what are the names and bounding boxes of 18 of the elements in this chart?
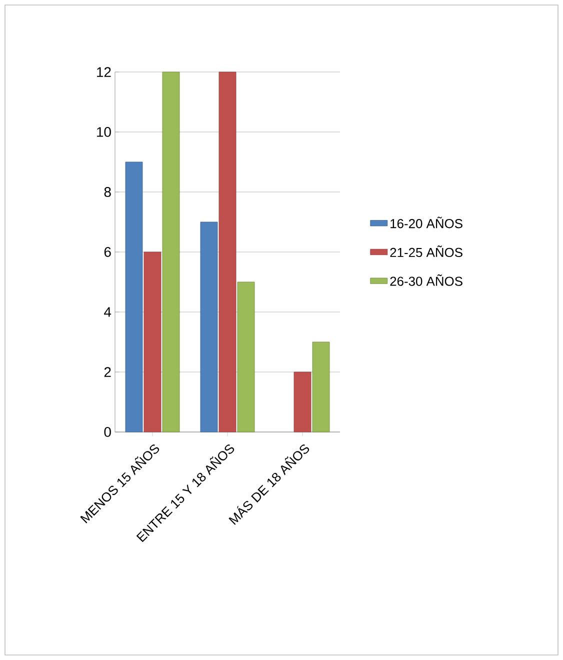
bar — [237, 282, 255, 432]
bar — [294, 372, 312, 432]
bar — [162, 72, 180, 432]
bar — [200, 222, 218, 432]
y-tick-label: 10 — [97, 127, 111, 137]
y-tick-label: 2 — [104, 367, 111, 377]
bar — [125, 162, 143, 432]
y-tick-label: 8 — [104, 187, 111, 197]
legend-label: 21-25 AÑOS — [390, 246, 462, 258]
bar — [312, 342, 330, 432]
y-tick-label: 4 — [104, 307, 112, 317]
y-tick-label: 6 — [104, 247, 111, 257]
legend-label: 16-20 AÑOS — [390, 216, 462, 228]
bar — [144, 252, 162, 432]
y-tick-label: 0 — [104, 427, 111, 437]
bar — [218, 72, 236, 432]
legend-label: 26-30 AÑOS — [390, 274, 462, 286]
y-tick-label: 12 — [97, 67, 111, 77]
